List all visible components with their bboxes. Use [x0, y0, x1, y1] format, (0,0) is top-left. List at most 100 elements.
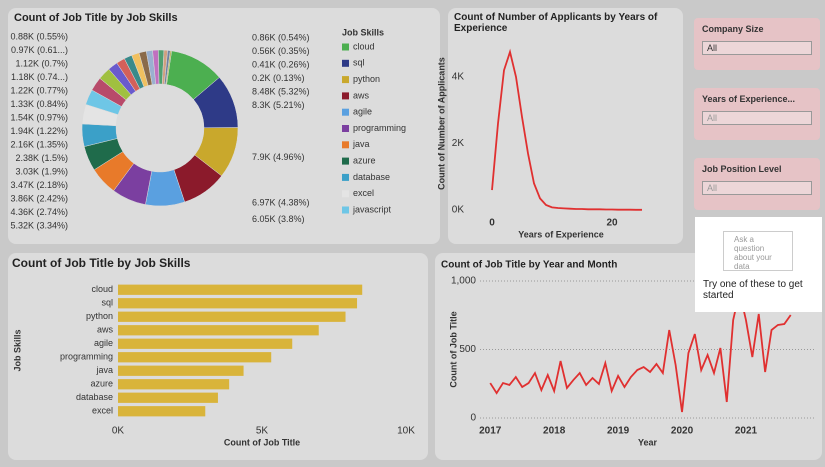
data-label: 4.36K (2.74%) [10, 207, 68, 217]
chart-title: Count of Job Title by Job Skills [12, 256, 191, 270]
legend-swatch [342, 141, 349, 149]
x-axis-title: Count of Job Title [224, 437, 300, 447]
y-axis-title: Count of Job Title [448, 311, 458, 387]
bar [118, 392, 218, 403]
bar [118, 379, 230, 390]
data-label: 6.97K (4.38%) [252, 197, 310, 207]
data-label: 3.47K (2.18%) [10, 180, 68, 190]
legend-label: java [352, 139, 370, 149]
legend-swatch [342, 92, 349, 100]
y-tick-label: 0K [452, 205, 465, 216]
data-label: 2.16K (1.35%) [10, 139, 68, 149]
x-tick-label: 10K [397, 426, 415, 437]
bar [118, 325, 319, 336]
chart-title: Count of Job Title by Job Skills [14, 12, 178, 24]
data-label: 1.94K (1.22%) [10, 126, 68, 136]
slicer-value[interactable]: All [702, 181, 812, 195]
legend-swatch [342, 59, 349, 67]
legend-label: aws [353, 90, 370, 100]
x-tick-label: 5K [256, 426, 269, 437]
y-tick-label: azure [90, 379, 113, 389]
data-label: 0.56K (0.35%) [252, 46, 310, 56]
data-label: 0.41K (0.26%) [252, 59, 310, 69]
y-axis-title: Job Skills [12, 329, 22, 371]
bar [118, 338, 293, 349]
x-axis-title: Year [638, 437, 658, 447]
y-tick-label: aws [97, 325, 114, 335]
legend-swatch [342, 157, 349, 165]
slicer-value[interactable]: All [702, 111, 812, 125]
slicer-title: Years of Experience... [702, 94, 796, 104]
legend-swatch [342, 76, 349, 84]
x-tick-label: 0K [112, 426, 125, 437]
legend-swatch [342, 173, 349, 181]
data-label: 3.03K (1.9%) [15, 166, 68, 176]
slicer-title: Company Size [702, 24, 764, 34]
slicer[interactable]: Company Size All [694, 18, 820, 70]
qa-prompt: Try one of these to get started [703, 279, 803, 301]
y-tick-label: excel [92, 406, 113, 416]
data-label: 1.22K (0.77%) [10, 85, 68, 95]
data-label: 7.9K (4.96%) [252, 152, 305, 162]
data-label: 3.86K (2.42%) [10, 193, 68, 203]
x-tick-label: 2017 [479, 426, 502, 437]
data-label: 0.2K (0.13%) [252, 73, 305, 83]
y-tick-label: 500 [459, 344, 476, 355]
legend-label: javascript [352, 204, 392, 214]
slicer[interactable]: Years of Experience... All [694, 88, 820, 140]
legend-swatch [342, 125, 349, 132]
data-label: 0.88K (0.55%) [10, 31, 68, 41]
y-tick-label: 1,000 [451, 276, 476, 287]
legend-label: agile [353, 107, 372, 117]
legend-swatch [342, 108, 349, 116]
y-tick-label: 0 [470, 413, 476, 424]
line [491, 48, 642, 211]
data-label: 1.18K (0.74...) [11, 72, 68, 82]
data-label: 0.97K (0.61...) [11, 45, 68, 55]
y-tick-label: 2K [452, 138, 465, 149]
x-tick-label: 0 [489, 218, 495, 229]
legend-label: programming [353, 123, 406, 133]
legend-swatch [342, 43, 349, 51]
slice [165, 50, 172, 85]
slicer[interactable]: Job Position Level All [694, 158, 820, 210]
legend-label: cloud [353, 41, 375, 51]
panel [448, 8, 683, 244]
legend-label: excel [353, 188, 374, 198]
data-label: 5.32K (3.34%) [10, 220, 68, 230]
y-tick-label: python [86, 311, 113, 321]
x-axis-title: Years of Experience [518, 229, 604, 239]
data-label: 8.48K (5.32%) [252, 86, 310, 96]
x-tick-label: 20 [606, 218, 618, 229]
x-tick-label: 2021 [735, 426, 758, 437]
bar [118, 284, 363, 295]
data-label: 8.3K (5.21%) [252, 100, 305, 110]
y-tick-label: database [76, 392, 113, 402]
y-tick-label: sql [101, 298, 113, 308]
y-tick-label: cloud [91, 284, 113, 294]
slicer-value[interactable]: All [702, 41, 812, 55]
legend-swatch [342, 190, 349, 198]
legend-label: database [353, 172, 390, 182]
data-label: 6.05K (3.8%) [252, 214, 305, 224]
data-label: 0.86K (0.54%) [252, 32, 310, 42]
x-tick-label: 2020 [671, 426, 694, 437]
legend-label: python [353, 74, 380, 84]
data-label: 1.33K (0.84%) [10, 99, 68, 109]
x-tick-label: 2019 [607, 426, 630, 437]
bar [118, 311, 346, 322]
data-label: 2.38K (1.5%) [15, 153, 68, 163]
qa-panel: Ask a question about your data Try one of… [695, 217, 822, 312]
qa-input[interactable]: Ask a question about your data [723, 231, 793, 271]
y-axis-title: Count of Number of Applicants [436, 57, 446, 190]
chart-title: Count of Job Title by Year and Month [441, 260, 617, 271]
legend-title: Job Skills [342, 27, 384, 37]
legend-label: azure [353, 155, 376, 165]
y-tick-label: agile [94, 338, 113, 348]
y-tick-label: 4K [452, 72, 465, 83]
slicer-title: Job Position Level [702, 164, 782, 174]
y-tick-label: java [95, 365, 113, 375]
x-tick-label: 2018 [543, 426, 566, 437]
